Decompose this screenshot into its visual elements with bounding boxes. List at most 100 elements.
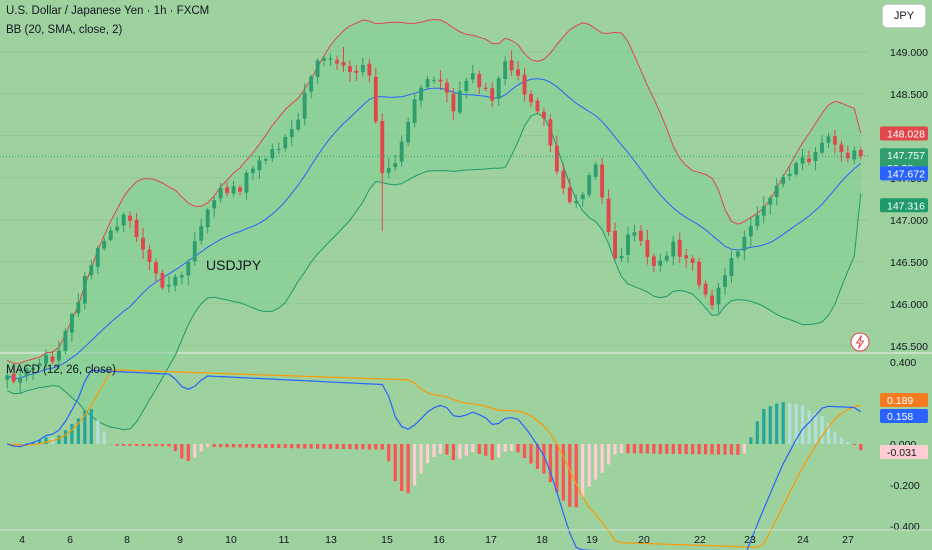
candle-body	[723, 275, 727, 287]
time-tick-label: 20	[638, 534, 650, 546]
candle-body	[742, 236, 747, 251]
candle-body	[684, 255, 689, 259]
histogram-badge-bg	[880, 445, 928, 459]
candle-body	[354, 70, 359, 73]
candle-body	[490, 88, 495, 101]
candle-body	[50, 356, 55, 362]
time-tick-label: 8	[124, 534, 130, 546]
time-tick-label: 13	[325, 534, 337, 546]
candle-body	[89, 265, 94, 276]
candle-body	[37, 363, 42, 366]
candle-body	[794, 163, 799, 175]
candle-body	[244, 172, 249, 193]
candle-body	[464, 80, 469, 92]
candle-body	[522, 74, 527, 95]
candle-body	[554, 145, 559, 172]
candle-body	[477, 74, 482, 88]
candle-body	[658, 260, 663, 266]
candle-body	[748, 226, 753, 237]
candle-body	[289, 129, 294, 137]
signal-badge: 0.189	[887, 395, 913, 407]
bb-upper-badge: 148.028	[887, 128, 925, 140]
time-tick-label: 19	[586, 534, 598, 546]
candle-body	[44, 354, 48, 364]
candle-body	[154, 262, 158, 274]
candle-body	[328, 58, 333, 60]
candle-body	[664, 255, 669, 261]
candle-body	[367, 63, 372, 76]
candle-body	[632, 232, 637, 236]
candle-body	[619, 256, 624, 259]
price-badges: 148.028147.75728:28147.672147.3160.1890.…	[880, 126, 928, 459]
candle-body	[335, 59, 339, 64]
bb-lower-badge: 147.316	[887, 200, 925, 212]
candle-body	[438, 79, 443, 82]
candle-body	[541, 111, 546, 119]
candle-body	[179, 275, 184, 278]
candle-body	[626, 234, 630, 255]
candle-body	[225, 187, 230, 194]
time-tick-label: 16	[433, 534, 445, 546]
candle-body	[807, 158, 811, 163]
lightning-icon[interactable]	[850, 332, 870, 352]
candle-body	[192, 241, 197, 262]
currency-button[interactable]: JPY	[882, 4, 926, 28]
price-tick-label: 147.000	[890, 215, 928, 227]
candle-body	[251, 168, 255, 174]
candle-body	[263, 159, 268, 161]
candle-body	[820, 142, 824, 153]
candle-body	[121, 214, 126, 226]
signal-line	[7, 369, 861, 548]
macd-lines	[7, 369, 862, 550]
macd-tick-label: -0.400	[890, 521, 920, 533]
candle-body	[483, 87, 488, 89]
candle-body	[451, 93, 456, 112]
candle-body	[63, 330, 68, 351]
candle-body	[5, 375, 10, 380]
candle-body	[95, 248, 100, 267]
bb-legend: BB (20, SMA, close, 2)	[6, 24, 123, 36]
candle-body	[561, 170, 566, 189]
candle-body	[651, 256, 656, 266]
candle-body	[755, 215, 760, 227]
candle-body	[218, 187, 223, 199]
candle-body	[613, 230, 617, 259]
bb-basis-badge: 147.672	[887, 168, 925, 180]
candle-body	[509, 60, 514, 71]
symbol-legend: U.S. Dollar / Japanese Yen · 1h · FXCM	[6, 5, 210, 17]
time-tick-label: 23	[744, 534, 756, 546]
candle-body	[147, 249, 152, 262]
candle-body	[108, 230, 113, 240]
candle-body	[134, 219, 139, 238]
candle-body	[360, 64, 365, 73]
candle-body	[457, 90, 462, 113]
candle-body	[160, 273, 165, 288]
candle-body	[128, 215, 133, 221]
macd-legend: MACD (12, 26, close)	[6, 364, 116, 376]
candle-body	[412, 99, 417, 124]
time-tick-label: 9	[177, 534, 183, 546]
candle-body	[386, 167, 391, 173]
time-axis: 4 6 8 9 10 11 13 15 16 17 18 19 20 22 23 24 27	[0, 529, 932, 546]
candles	[5, 47, 863, 393]
candle-body	[231, 186, 236, 194]
candle-body	[373, 76, 378, 122]
candle-body	[393, 163, 398, 168]
signal-badge-bg	[880, 393, 928, 407]
bollinger-band-fill	[7, 19, 861, 430]
candle-body	[18, 377, 23, 383]
bb-upper-badge-bg	[880, 126, 928, 141]
bb-basis-line	[6, 78, 862, 379]
candle-body	[729, 258, 734, 277]
candle-body	[212, 200, 217, 209]
candle-body	[703, 283, 708, 295]
bollinger-band-area	[7, 19, 861, 430]
candle-body	[76, 302, 81, 314]
candle-body	[548, 119, 553, 146]
time-tick-label: 18	[536, 534, 548, 546]
price-axis: 149.000148.500148.000147.500147.000146.5…	[890, 47, 928, 533]
candle-body	[606, 198, 611, 232]
candle-body	[276, 148, 281, 150]
candle-body	[845, 152, 850, 159]
